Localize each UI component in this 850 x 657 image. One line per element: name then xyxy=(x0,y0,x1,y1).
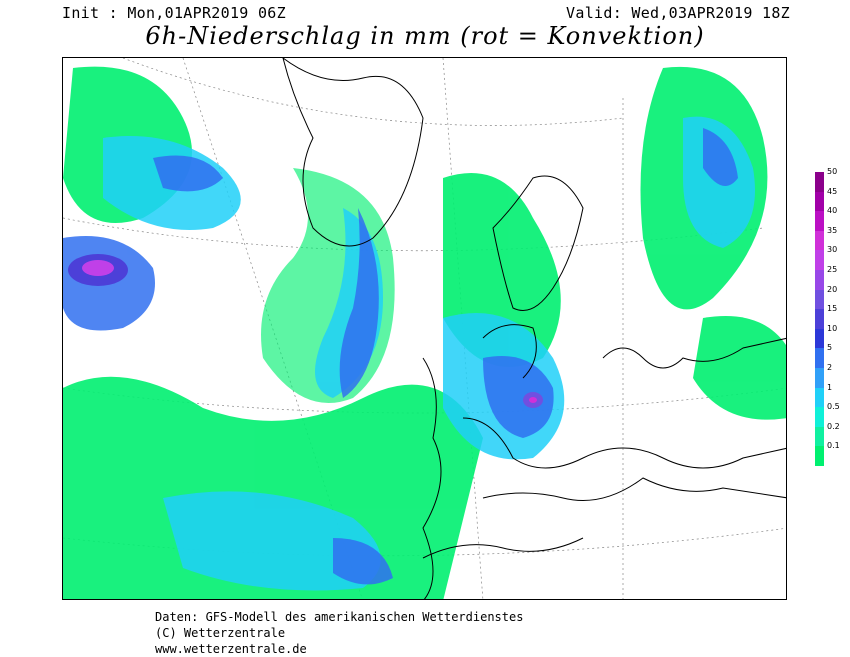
legend-item: 50 xyxy=(812,167,850,192)
precip-intense xyxy=(68,254,543,408)
legend-item: 0.5 xyxy=(812,402,850,427)
legend-label: 20 xyxy=(827,284,838,294)
legend-item: 25 xyxy=(812,265,850,290)
legend-swatch xyxy=(815,191,824,212)
legend-swatch xyxy=(815,446,824,466)
valid-time: Valid: Wed,03APR2019 18Z xyxy=(566,4,790,22)
init-time: Init : Mon,01APR2019 06Z xyxy=(62,4,286,22)
legend-label: 0.2 xyxy=(827,421,840,431)
legend-label: 10 xyxy=(827,323,838,333)
legend-label: 25 xyxy=(827,264,838,274)
legend-item: 40 xyxy=(812,206,850,231)
legend-item: 1 xyxy=(812,383,850,408)
legend-label: 30 xyxy=(827,245,838,255)
legend-label: 40 xyxy=(827,206,838,216)
legend-label: 0.1 xyxy=(827,441,840,451)
legend-swatch xyxy=(815,269,824,290)
legend-swatch xyxy=(815,250,824,270)
legend-item: 5 xyxy=(812,343,850,368)
legend-label: 35 xyxy=(827,225,838,235)
legend-swatch xyxy=(815,328,824,349)
footer-source: Daten: GFS-Modell des amerikanischen Wet… xyxy=(155,610,524,624)
legend-item: 0.1 xyxy=(812,441,850,466)
footer: Daten: GFS-Modell des amerikanischen Wet… xyxy=(155,609,523,657)
legend-swatch xyxy=(815,426,824,447)
legend-swatch xyxy=(815,172,824,192)
legend-label: 1 xyxy=(827,382,833,392)
color-legend: 50 45 40 35 30 25 20 15 10 5 2 1 0.5 0.2 0.1 xyxy=(812,167,850,466)
legend-swatch xyxy=(815,289,824,310)
legend-label: 50 xyxy=(827,167,838,176)
map-canvas xyxy=(63,58,786,599)
legend-item: 10 xyxy=(812,324,850,349)
precipitation-map xyxy=(62,57,787,600)
map-title: 6h-Niederschlag in mm (rot = Konvektion) xyxy=(145,22,705,50)
legend-label: 2 xyxy=(827,362,833,372)
footer-url: www.wetterzentrale.de xyxy=(155,642,307,656)
legend-item: 15 xyxy=(812,304,850,329)
legend-label: 15 xyxy=(827,304,838,314)
legend-item: 35 xyxy=(812,226,850,251)
legend-label: 45 xyxy=(827,186,838,196)
footer-copyright: (C) Wetterzentrale xyxy=(155,626,286,640)
legend-swatch xyxy=(815,387,824,408)
legend-item: 2 xyxy=(812,363,850,388)
coastlines xyxy=(282,58,786,599)
legend-swatch xyxy=(815,309,824,329)
legend-swatch xyxy=(815,348,824,368)
legend-item: 0.2 xyxy=(812,422,850,447)
legend-swatch xyxy=(815,367,824,388)
legend-label: 0.5 xyxy=(827,402,840,412)
legend-swatch xyxy=(815,230,824,251)
legend-item: 20 xyxy=(812,285,850,310)
legend-swatch xyxy=(815,407,824,427)
legend-item: 45 xyxy=(812,187,850,212)
legend-swatch xyxy=(815,211,824,231)
legend-label: 5 xyxy=(827,343,833,353)
legend-item: 30 xyxy=(812,245,850,270)
